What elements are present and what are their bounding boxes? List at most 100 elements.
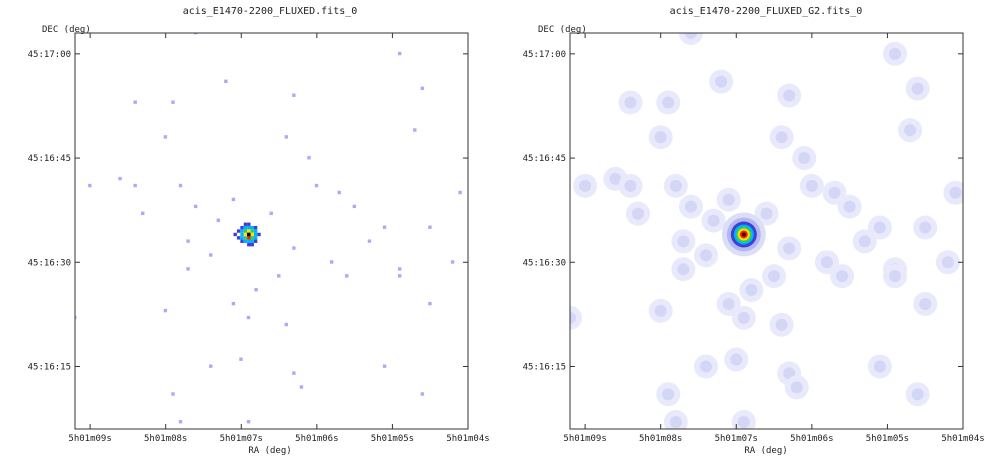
event-pixel xyxy=(330,260,333,263)
source-pixel xyxy=(251,243,254,246)
event-pixel xyxy=(307,156,310,159)
x-tick-label: 5h01m07s xyxy=(715,434,758,444)
y-tick-label: 45:17:00 xyxy=(523,50,566,60)
event-pixel xyxy=(398,267,401,270)
event-pixel xyxy=(383,364,386,367)
y-tick-label: 45:16:45 xyxy=(523,154,566,164)
source-pixel xyxy=(244,236,247,239)
smoothed-blob-core xyxy=(677,235,689,247)
smoothed-blob-core xyxy=(624,96,636,108)
y-tick-label: 45:16:45 xyxy=(28,154,71,164)
smoothed-blob-core xyxy=(738,312,750,324)
x-tick-label: 5h01m05s xyxy=(371,434,414,444)
smoothed-blob-core xyxy=(859,235,871,247)
smoothed-blob-core xyxy=(715,76,727,88)
event-pixel xyxy=(451,260,454,263)
event-pixel xyxy=(292,246,295,249)
smoothed-blob-core xyxy=(783,242,795,254)
event-pixel xyxy=(285,135,288,138)
source-peak xyxy=(247,233,250,236)
source-pixel xyxy=(240,240,243,243)
smoothed-blob-core xyxy=(662,96,674,108)
plot-frame xyxy=(75,33,468,429)
event-pixel xyxy=(88,184,91,187)
x-tick-label: 5h01m08s xyxy=(144,434,187,444)
image-pixels xyxy=(558,21,967,434)
source-pixel xyxy=(247,236,250,239)
source-pixel xyxy=(251,233,254,236)
source-pixel xyxy=(240,236,243,239)
smoothed-blob-core xyxy=(912,83,924,95)
event-pixel xyxy=(186,267,189,270)
raw-image-panel: acis_E1470-2200_FLUXED.fits_0 DEC (deg) … xyxy=(28,6,490,456)
smoothed-blob-core xyxy=(761,208,773,220)
source-pixel xyxy=(254,240,257,243)
event-pixel xyxy=(353,205,356,208)
source-pixel xyxy=(240,229,243,232)
event-pixel xyxy=(141,212,144,215)
source-pixel xyxy=(237,229,240,232)
x-tick-label: 5h01m04s xyxy=(446,434,489,444)
source-pixel xyxy=(257,233,260,236)
event-pixel xyxy=(164,135,167,138)
event-pixel xyxy=(292,94,295,97)
smoothed-blob-core xyxy=(874,222,886,234)
smoothed-blob-core xyxy=(904,124,916,136)
smoothed-blob-core xyxy=(700,249,712,261)
event-pixel xyxy=(133,184,136,187)
event-pixel xyxy=(300,385,303,388)
smoothed-blob-core xyxy=(655,131,667,143)
event-pixel xyxy=(209,253,212,256)
event-pixel xyxy=(171,100,174,103)
event-pixel xyxy=(421,87,424,90)
panel-title: acis_E1470-2200_FLUXED_G2.fits_0 xyxy=(670,6,863,17)
event-pixel xyxy=(421,392,424,395)
source-pixel xyxy=(251,229,254,232)
x-tick-label: 5h01m06s xyxy=(790,434,833,444)
source-pixel xyxy=(254,233,257,236)
x-axis-label: RA (deg) xyxy=(744,446,787,456)
source-pixel xyxy=(237,236,240,239)
event-pixel xyxy=(247,316,250,319)
smoothed-blob-core xyxy=(836,270,848,282)
source-pixel xyxy=(247,223,250,226)
smoothed-blob-core xyxy=(889,270,901,282)
smoothed-blob-core xyxy=(942,256,954,268)
x-axis-label: RA (deg) xyxy=(248,446,291,456)
smoothed-blob-core xyxy=(768,270,780,282)
event-pixel xyxy=(413,128,416,131)
source-pixel xyxy=(244,233,247,236)
source-pixel xyxy=(251,236,254,239)
event-pixel xyxy=(315,184,318,187)
source-pixel xyxy=(251,240,254,243)
event-pixel xyxy=(398,274,401,277)
panel-title: acis_E1470-2200_FLUXED.fits_0 xyxy=(183,6,358,17)
smoothed-blob-core xyxy=(730,354,742,366)
event-pixel xyxy=(239,358,242,361)
event-pixel xyxy=(428,302,431,305)
event-pixel xyxy=(270,212,273,215)
event-pixel xyxy=(458,191,461,194)
axis-ticks: 5h01m09s 5h01m08s 5h01m07s 5h01m06s 5h01m05s… xyxy=(28,33,490,444)
image-pixels xyxy=(73,31,462,423)
smoothed-blob-core xyxy=(632,208,644,220)
smoothed-blob-core xyxy=(776,319,788,331)
x-tick-label: 5h01m06s xyxy=(295,434,338,444)
event-pixel xyxy=(285,323,288,326)
event-pixel xyxy=(292,371,295,374)
smoothed-blob-core xyxy=(685,201,697,213)
smoothed-blob-core xyxy=(662,388,674,400)
smoothed-blob-core xyxy=(821,256,833,268)
y-tick-label: 45:16:30 xyxy=(523,258,566,268)
event-pixel xyxy=(224,80,227,83)
event-pixel xyxy=(428,226,431,229)
source-pixel xyxy=(240,233,243,236)
source-pixel xyxy=(244,223,247,226)
source-pixel xyxy=(247,243,250,246)
smoothed-blob-core xyxy=(889,48,901,60)
smoothed-blob-core xyxy=(670,180,682,192)
source-pixel xyxy=(244,240,247,243)
smoothed-blob-core xyxy=(670,416,682,428)
y-tick-label: 45:17:00 xyxy=(28,50,71,60)
